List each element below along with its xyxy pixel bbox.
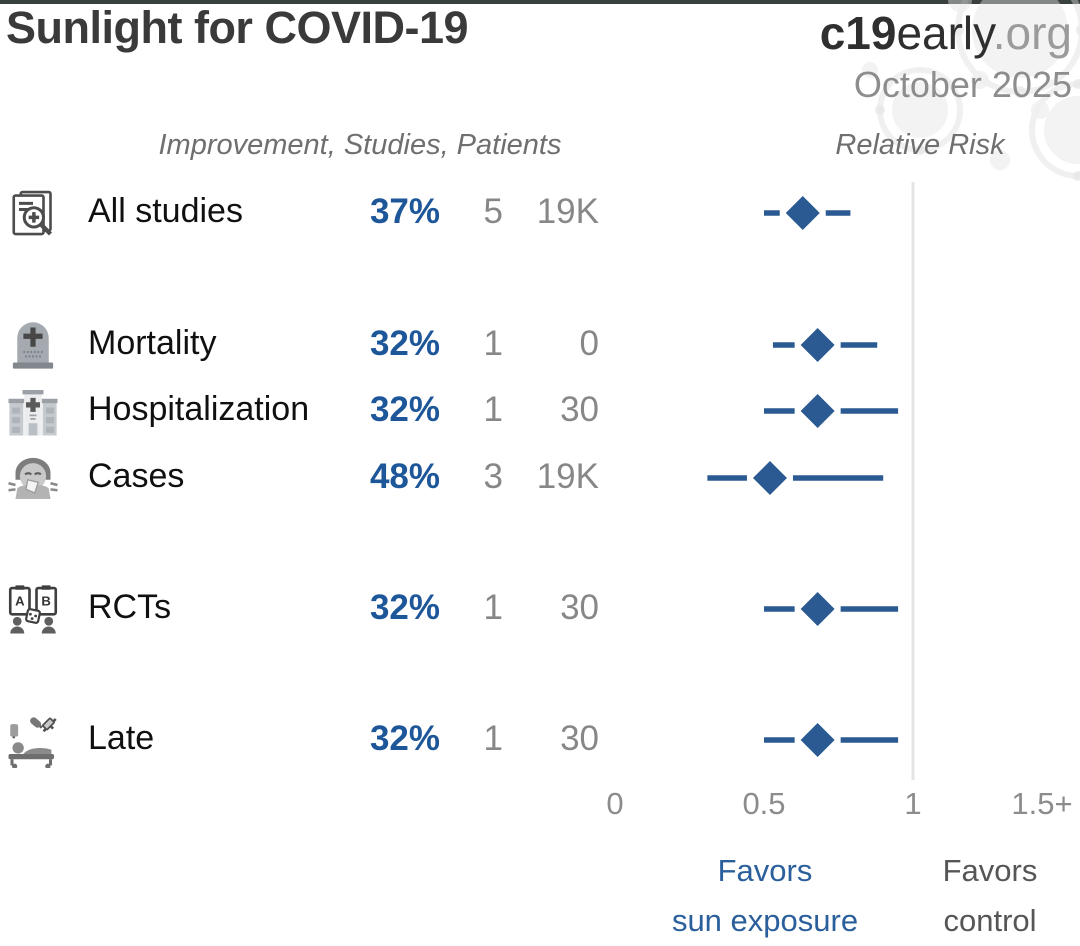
row-label[interactable]: RCTs <box>88 588 172 626</box>
effect-diamond[interactable] <box>800 723 835 757</box>
row-patients-count: 19K <box>536 457 599 496</box>
row-studies-count: 1 <box>483 324 503 363</box>
axis-tick-label: 1.5+ <box>1011 786 1073 821</box>
favors-control-label: Favors control <box>880 846 1080 946</box>
cases-icon <box>5 450 61 506</box>
page-title: Sunlight for COVID-19 <box>6 2 469 53</box>
svg-text:B: B <box>41 594 50 609</box>
row-improvement-value: 37% <box>369 192 440 231</box>
top-accent-bar <box>0 0 1080 4</box>
right-column-header: Relative Risk <box>835 129 1005 161</box>
row-improvement-value: 32% <box>369 588 440 627</box>
row-label[interactable]: Mortality <box>88 324 217 362</box>
row-studies-count: 1 <box>483 588 503 627</box>
favors-treatment-line2: sun exposure <box>671 903 859 938</box>
favors-control-line2: control <box>943 903 1037 938</box>
row-patients-count: 30 <box>560 588 599 627</box>
row-improvement-value: 32% <box>369 324 440 363</box>
row-patients-count: 0 <box>579 324 599 363</box>
all-studies-icon <box>5 185 61 241</box>
late-icon <box>5 712 61 768</box>
favors-treatment-line1: Favors <box>717 853 813 888</box>
effect-diamond[interactable] <box>800 592 835 626</box>
axis-tick-label: 0 <box>606 786 624 821</box>
row-studies-count: 1 <box>483 719 503 758</box>
row-patients-count: 30 <box>560 390 599 429</box>
left-column-header: Improvement, Studies, Patients <box>158 129 562 161</box>
row-label[interactable]: All studies <box>88 192 243 230</box>
row-studies-count: 1 <box>483 390 503 429</box>
row-improvement-value: 32% <box>369 719 440 758</box>
row-patients-count: 19K <box>536 192 599 231</box>
mortality-icon <box>5 317 61 373</box>
effect-diamond[interactable] <box>800 394 835 428</box>
brand-suffix-part: .org <box>992 7 1072 59</box>
axis-tick-label: 0.5 <box>742 786 786 821</box>
effect-diamond[interactable] <box>752 461 787 495</box>
axis-tick-label: 1 <box>904 786 922 821</box>
row-label[interactable]: Cases <box>88 457 185 495</box>
row-label[interactable]: Late <box>88 719 155 757</box>
row-studies-count: 5 <box>483 192 503 231</box>
row-improvement-value: 32% <box>369 390 440 429</box>
rcts-icon: A B <box>5 581 61 637</box>
row-label[interactable]: Hospitalization <box>88 390 310 428</box>
favors-treatment-label: Favors sun exposure <box>555 846 975 946</box>
row-improvement-value: 48% <box>369 457 440 496</box>
svg-text:A: A <box>15 594 25 609</box>
favors-control-line1: Favors <box>942 853 1038 888</box>
brand-logo: c19early.org <box>820 6 1072 60</box>
brand-bold-part: c19 <box>819 7 897 59</box>
row-patients-count: 30 <box>560 719 599 758</box>
effect-diamond[interactable] <box>785 196 820 230</box>
row-studies-count: 3 <box>483 457 503 496</box>
hospitalization-icon <box>5 383 61 439</box>
brand-regular-part: early <box>896 7 993 59</box>
effect-diamond[interactable] <box>800 328 835 362</box>
date-label: October 2025 <box>853 64 1072 105</box>
